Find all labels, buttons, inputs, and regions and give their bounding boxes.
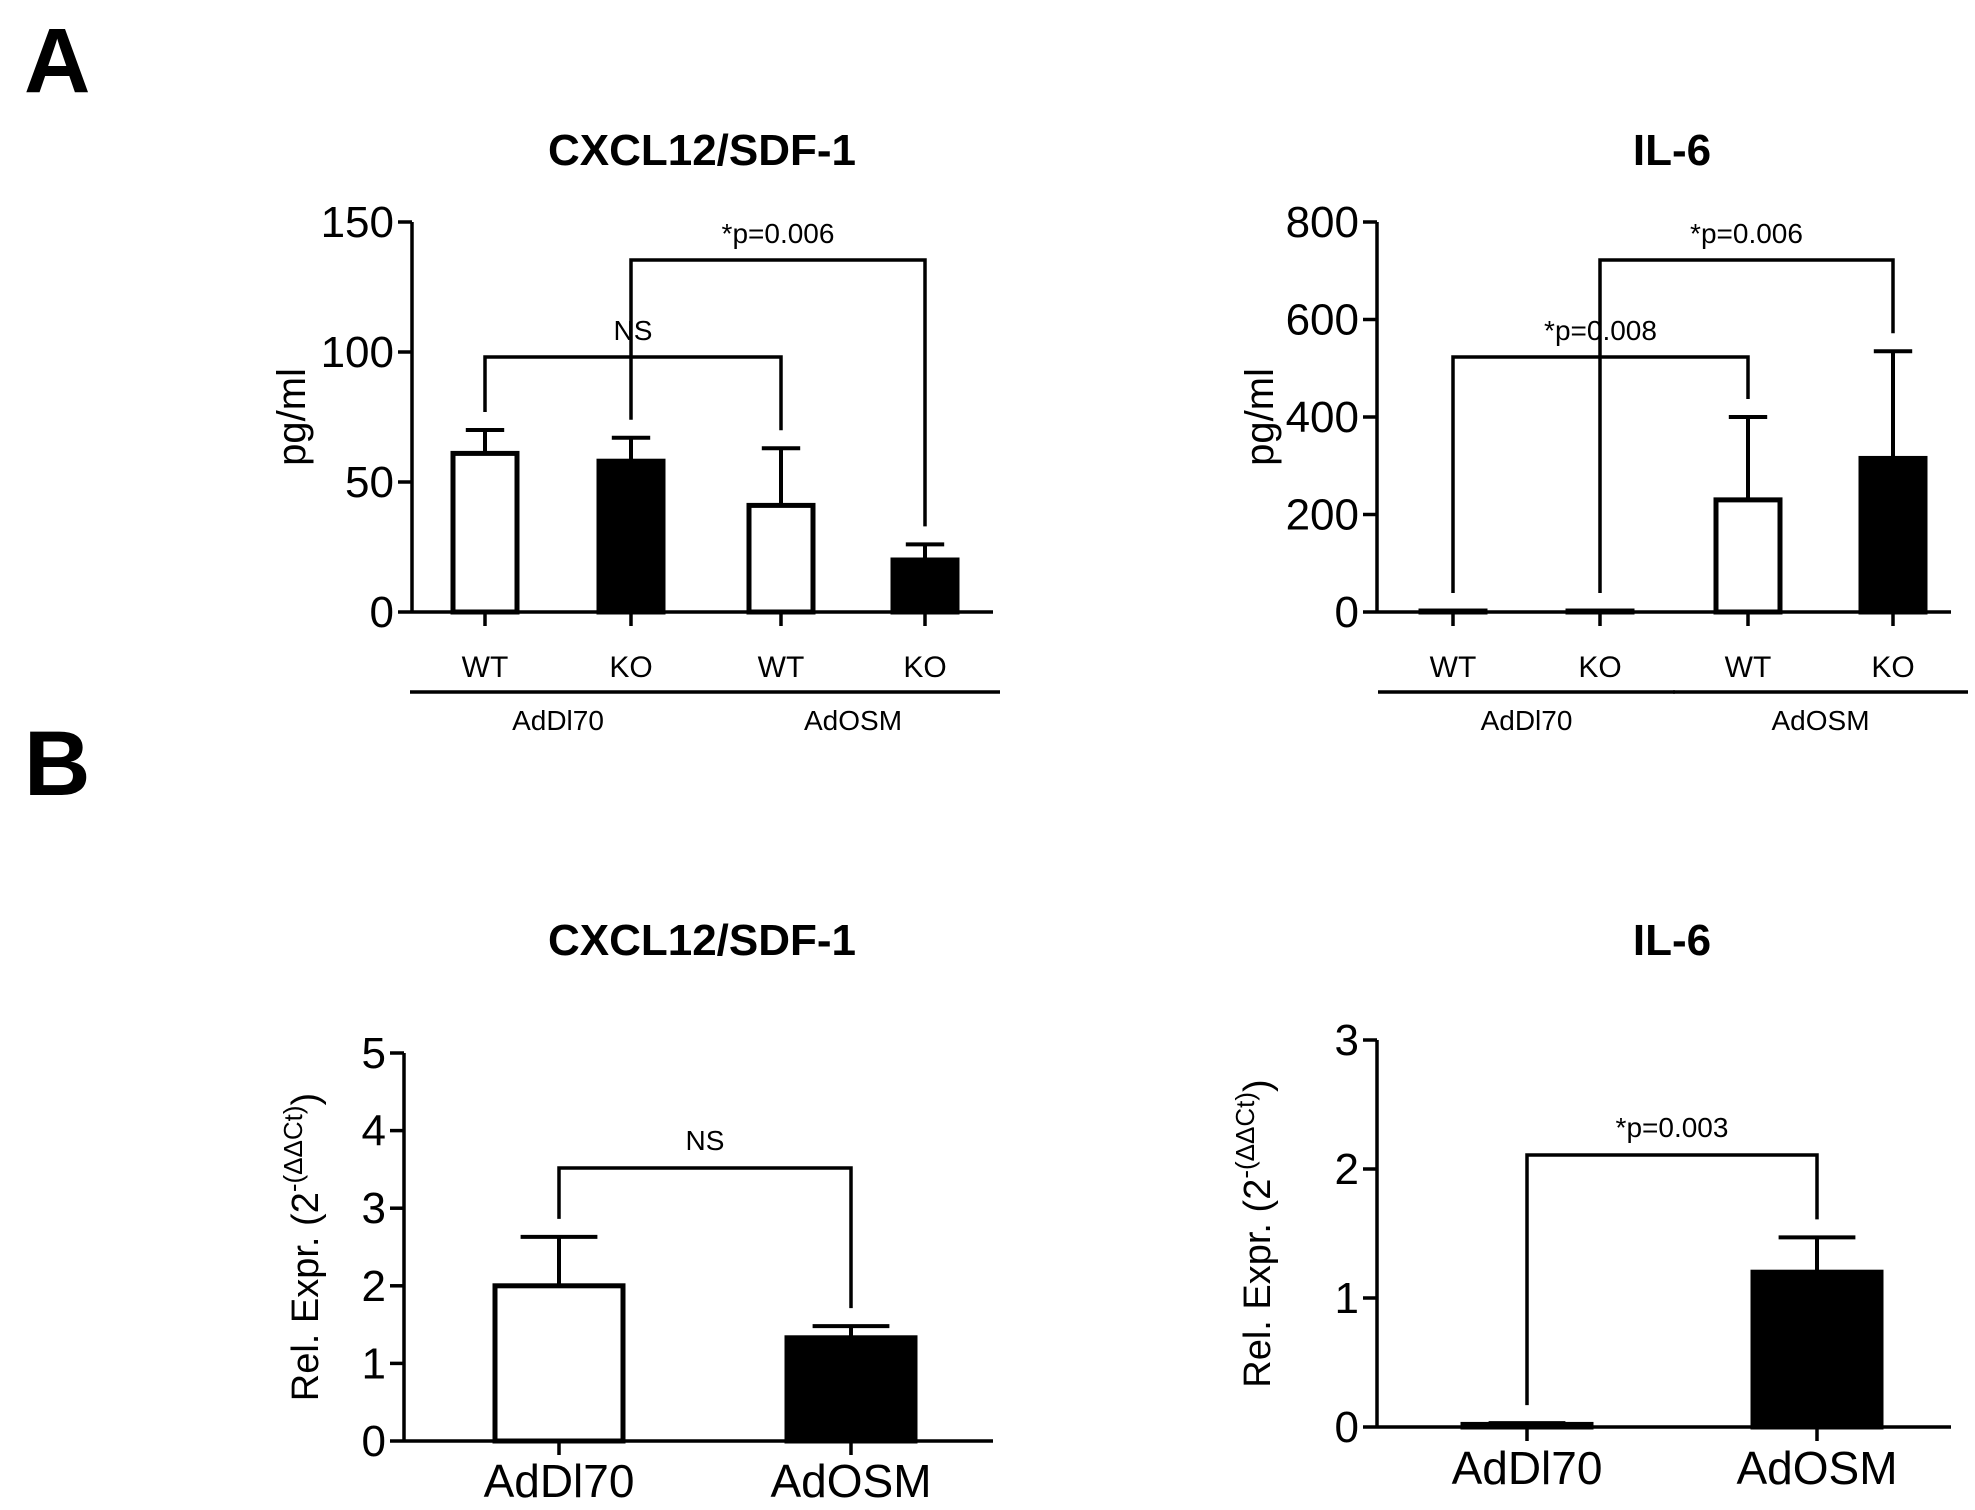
x-category-label: AdDl70 [1452, 1442, 1603, 1494]
y-axis-label: Rel. Expr. (2-(ΔΔCt)) [278, 1093, 327, 1401]
x-category-label: WT [1430, 651, 1477, 684]
x-category-label: WT [1725, 651, 1772, 684]
chart-title: CXCL12/SDF-1 [548, 126, 856, 175]
significance-bracket [557, 1166, 853, 1309]
x-category-label: KO [1578, 651, 1621, 684]
group-label: AdDl70 [1481, 705, 1573, 736]
bar [1750, 1269, 1884, 1430]
significance-label: *p=0.003 [1616, 1112, 1729, 1143]
y-tick-label: 2 [1335, 1145, 1359, 1194]
significance-bracket [1598, 258, 1895, 594]
y-axis-label-close: ) [1237, 1079, 1279, 1092]
panel-letter-a: A [24, 10, 90, 112]
x-category-label: KO [609, 651, 652, 684]
y-tick-label: 600 [1286, 296, 1359, 345]
y-tick-label: 0 [1335, 588, 1359, 637]
y-axis-label: Rel. Expr. (2-(ΔΔCt)) [1230, 1079, 1279, 1387]
y-axis-label-text: Rel. Expr. (2 [285, 1192, 327, 1401]
panel-letter-b: B [24, 713, 90, 815]
y-tick-label: 2 [362, 1262, 386, 1311]
y-axis-label-close: ) [285, 1093, 327, 1106]
bar [596, 458, 666, 615]
bar [890, 557, 960, 615]
group-label: AdOSM [804, 705, 902, 736]
y-axis-label-text: pg/ml [270, 368, 314, 466]
bar [1713, 497, 1783, 615]
y-tick-label: 400 [1286, 393, 1359, 442]
chart-title: IL-6 [1633, 126, 1711, 175]
significance-label: NS [686, 1125, 725, 1156]
bar [1418, 608, 1488, 615]
chart-title: IL-6 [1633, 916, 1711, 965]
y-axis-label: pg/ml [270, 368, 314, 466]
significance-bracket [629, 258, 927, 527]
significance-bracket [1525, 1153, 1819, 1406]
x-category-label: AdOSM [1736, 1442, 1897, 1494]
x-category-label: KO [903, 651, 946, 684]
y-tick-label: 100 [321, 328, 394, 377]
group-label: AdDl70 [512, 705, 604, 736]
x-category-label: WT [758, 651, 805, 684]
y-tick-label: 0 [370, 588, 394, 637]
x-category-label: WT [462, 651, 509, 684]
y-tick-label: 4 [362, 1107, 386, 1156]
y-tick-label: 1 [1335, 1274, 1359, 1323]
significance-bracket [483, 355, 783, 431]
y-axis-label-superscript: -(ΔΔCt) [1230, 1092, 1260, 1179]
y-axis-label-text: pg/ml [1238, 368, 1282, 466]
y-axis-label-text: Rel. Expr. (2 [1237, 1179, 1279, 1388]
bar [784, 1335, 918, 1444]
significance-label: NS [614, 315, 653, 346]
y-tick-label: 0 [362, 1417, 386, 1466]
y-tick-label: 200 [1286, 491, 1359, 540]
chart-title: CXCL12/SDF-1 [548, 916, 856, 965]
chart-4: IL-6 0 1 2 3 Rel. Expr. (2-(ΔΔCt)) AdDl70 AdOSM… [1230, 916, 1951, 1494]
y-tick-label: 50 [345, 458, 394, 507]
y-tick-label: 3 [362, 1184, 386, 1233]
x-category-label: AdDl70 [484, 1455, 635, 1507]
y-tick-label: 0 [1335, 1403, 1359, 1452]
y-tick-label: 3 [1335, 1016, 1359, 1065]
bar [492, 1283, 626, 1444]
x-category-label: KO [1871, 651, 1914, 684]
significance-label: *p=0.006 [722, 218, 835, 249]
x-category-label: AdOSM [770, 1455, 931, 1507]
y-tick-label: 1 [362, 1339, 386, 1388]
y-axis-label-superscript: -(ΔΔCt) [278, 1105, 308, 1192]
group-label: AdOSM [1771, 705, 1869, 736]
bar [1858, 455, 1928, 615]
y-tick-label: 150 [321, 198, 394, 247]
bar [1565, 608, 1635, 615]
significance-label: *p=0.006 [1690, 218, 1803, 249]
bar [746, 502, 816, 615]
bar [450, 450, 520, 615]
y-tick-label: 5 [362, 1029, 386, 1078]
chart-3: CXCL12/SDF-1 0 1 2 3 4 5 Rel. Expr. (2-(ΔΔCt)) A… [278, 916, 993, 1507]
y-axis-label: pg/ml [1238, 368, 1282, 466]
y-tick-label: 800 [1286, 198, 1359, 247]
